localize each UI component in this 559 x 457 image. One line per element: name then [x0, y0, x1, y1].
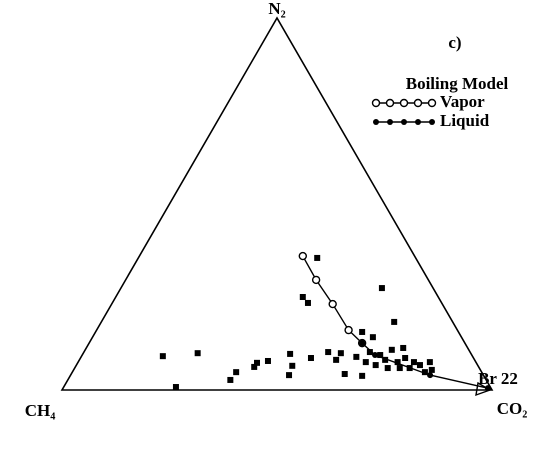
sample-point [287, 350, 294, 357]
arrowhead [475, 381, 492, 397]
sample-point [410, 359, 417, 366]
sample-point [378, 285, 385, 292]
sample-point [254, 359, 261, 366]
sample-point [333, 356, 340, 363]
sample-point [388, 346, 395, 353]
legend-marker [385, 98, 395, 108]
sample-point [396, 365, 403, 372]
legend-marker [371, 98, 381, 108]
sample-point [172, 384, 179, 391]
sample-point [299, 294, 306, 300]
sample-point [227, 376, 234, 383]
sample-point [289, 362, 296, 369]
legend-marker [373, 119, 379, 125]
left-label: CH₄ [25, 401, 56, 420]
sample-point [406, 365, 413, 372]
chart-title: c) [448, 33, 461, 52]
sample-point [402, 355, 409, 362]
legend-label: Vapor [440, 92, 485, 111]
legend-marker [413, 98, 423, 108]
sample-point [286, 372, 293, 379]
sample-point [421, 369, 428, 376]
legend-label: Liquid [440, 111, 490, 130]
sample-point [426, 359, 433, 366]
legend-marker [429, 119, 435, 125]
sample-point [159, 353, 166, 360]
sample-point [314, 254, 321, 261]
series-point [311, 275, 321, 285]
sample-point [353, 353, 360, 360]
sample-point [359, 328, 366, 335]
right-label: CO₂ [497, 399, 528, 418]
sample-point [369, 334, 376, 341]
sample-point [194, 350, 201, 357]
sample-point [307, 355, 314, 362]
series-point [427, 372, 434, 379]
sample-point [377, 352, 384, 359]
sample-point [416, 362, 423, 369]
triangle [60, 16, 494, 391]
sample-point [337, 350, 344, 357]
sample-point [384, 365, 391, 372]
legend-marker [401, 119, 407, 125]
series-point [359, 340, 366, 347]
series-point [484, 385, 491, 392]
sample-point [264, 357, 271, 364]
legend-marker [415, 119, 421, 125]
sample-point [366, 349, 373, 356]
series-point [344, 325, 353, 335]
sample-point [304, 299, 311, 306]
legend-marker [399, 98, 409, 108]
series-point [328, 299, 337, 309]
sample-point [428, 366, 435, 373]
legend-marker [387, 119, 393, 125]
sample-point [362, 359, 369, 366]
sample-point [325, 349, 332, 356]
series-point [298, 251, 307, 261]
series-point [372, 352, 379, 359]
sample-point [391, 318, 398, 325]
sample-point [394, 359, 401, 366]
legend-marker [427, 98, 437, 108]
series-line [302, 255, 363, 344]
sample-point [233, 369, 240, 376]
sample-point [341, 371, 348, 378]
sample-point [251, 363, 258, 370]
top-label: N₂ [268, 0, 285, 18]
annotation: Br 22 [478, 369, 518, 388]
legend-title: Boiling Model [406, 74, 509, 93]
sample-point [400, 344, 407, 351]
sample-point [372, 362, 379, 369]
sample-point [359, 372, 366, 379]
sample-point [382, 356, 389, 363]
